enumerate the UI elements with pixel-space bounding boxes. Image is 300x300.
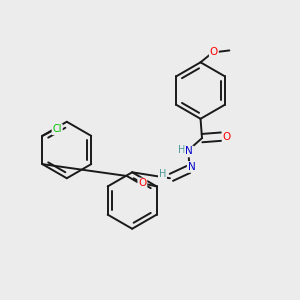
Text: O: O bbox=[138, 178, 146, 188]
Text: H: H bbox=[178, 145, 185, 155]
Text: N: N bbox=[185, 146, 193, 157]
Text: O: O bbox=[223, 132, 231, 142]
Text: O: O bbox=[210, 47, 218, 57]
Text: H: H bbox=[159, 169, 166, 179]
Text: N: N bbox=[188, 162, 196, 172]
Text: Cl: Cl bbox=[52, 124, 62, 134]
